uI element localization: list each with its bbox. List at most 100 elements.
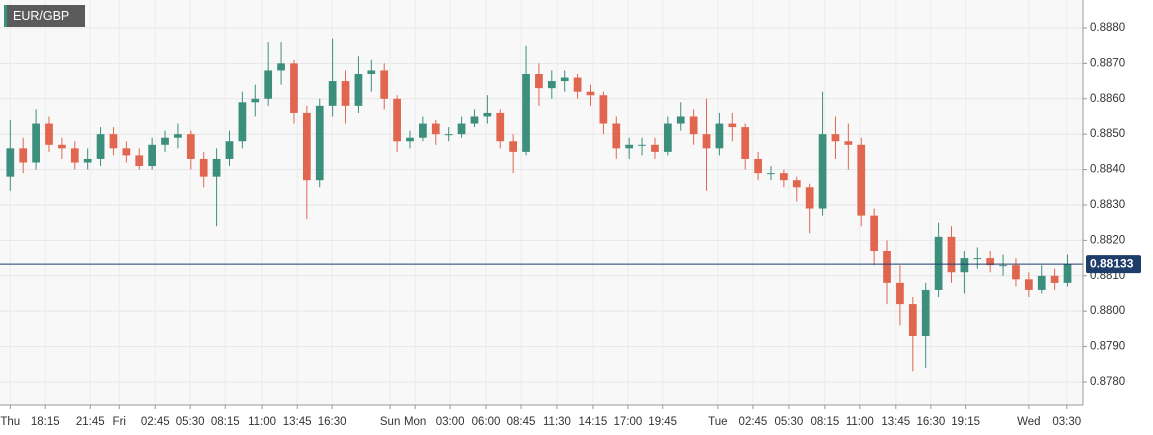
- candle-body: [547, 81, 556, 89]
- candle-body: [986, 258, 995, 266]
- candle-body: [406, 137, 414, 142]
- candle-body: [1012, 265, 1020, 280]
- candle-body: [934, 236, 943, 290]
- x-tick-label: 16:30: [318, 416, 347, 428]
- candle-body: [612, 123, 621, 149]
- x-tick-label: 14:15: [579, 416, 608, 428]
- candle-body: [921, 289, 930, 336]
- candle-body: [883, 251, 891, 283]
- x-tick-label: Thu: [0, 416, 20, 428]
- candle-body: [483, 112, 492, 117]
- candle-body: [522, 73, 530, 152]
- x-tick-label: 16:30: [916, 416, 945, 428]
- candle-body: [509, 141, 518, 152]
- candle-body: [341, 81, 350, 106]
- x-tick-label: 08:45: [507, 416, 536, 428]
- candle-body: [1063, 264, 1072, 283]
- candle-body: [186, 134, 195, 159]
- x-tick-label: 11:00: [248, 416, 276, 428]
- candle-body: [277, 63, 285, 71]
- candle-body: [999, 265, 1007, 267]
- x-tick-label: 11:30: [543, 416, 571, 428]
- candle-body: [161, 137, 169, 145]
- candle-body: [264, 70, 273, 99]
- candle-body: [702, 134, 711, 149]
- y-tick-label: 0.8870: [1090, 57, 1125, 69]
- symbol-marker: [4, 5, 7, 27]
- candle-body: [805, 187, 814, 209]
- x-tick-label: 18:15: [31, 416, 60, 428]
- candle-body: [973, 258, 982, 260]
- candle-body: [844, 141, 853, 145]
- candle-body: [122, 148, 131, 156]
- y-tick-label: 0.8820: [1090, 234, 1125, 246]
- candle-body: [444, 134, 453, 136]
- candle-body: [960, 258, 969, 273]
- x-tick-label: 03:00: [436, 416, 465, 428]
- x-tick-label: 02:45: [739, 416, 768, 428]
- plot-area: [0, 0, 1083, 405]
- candle-body: [947, 236, 956, 273]
- x-tick-label: 02:45: [141, 416, 170, 428]
- candle-body: [315, 105, 324, 181]
- candle-body: [212, 158, 221, 177]
- candle-body: [831, 134, 840, 142]
- y-tick-label: 0.8790: [1090, 341, 1125, 353]
- candle-body: [380, 70, 389, 99]
- x-tick-label: 17:00: [613, 416, 642, 428]
- candle-body: [70, 148, 79, 163]
- last-price-box: [1086, 255, 1141, 274]
- x-tick-label: 03:30: [1052, 416, 1081, 428]
- x-tick-label: Tue: [708, 416, 727, 428]
- y-tick-label: 0.8860: [1090, 93, 1125, 105]
- x-tick-label: Sun: [380, 416, 400, 428]
- candle-body: [96, 134, 105, 159]
- x-tick-label: 11:00: [846, 416, 874, 428]
- candle-body: [290, 63, 298, 113]
- candle-body: [6, 148, 15, 177]
- x-tick-label: 08:15: [211, 416, 240, 428]
- x-tick-label: Mon: [404, 416, 426, 428]
- candle-body: [870, 215, 879, 252]
- candle-body: [780, 173, 788, 181]
- candle-body: [896, 282, 904, 305]
- candle-body: [586, 91, 595, 96]
- candle-body: [689, 116, 698, 135]
- candle-body: [625, 144, 634, 149]
- candle-body: [354, 73, 363, 106]
- x-tick-label: 19:15: [951, 416, 980, 428]
- candle-body: [908, 304, 917, 336]
- x-tick-label: 19:45: [648, 416, 677, 428]
- candle-body: [174, 134, 182, 138]
- candle-body: [238, 102, 247, 142]
- x-tick-label: 05:30: [176, 416, 205, 428]
- candle-body: [45, 123, 53, 145]
- candle-body: [715, 123, 724, 149]
- candle-body: [367, 70, 376, 74]
- candle-body: [148, 144, 157, 167]
- y-tick-label: 0.8850: [1090, 128, 1125, 140]
- x-tick-label: 06:00: [472, 416, 501, 428]
- candle-body: [302, 112, 311, 181]
- candle-body: [431, 123, 440, 135]
- candle-body: [573, 77, 582, 92]
- candle-body: [19, 148, 28, 163]
- candle-body: [109, 134, 118, 149]
- candle-body: [419, 123, 427, 138]
- symbol-box: [4, 5, 85, 27]
- last-price-label: 0.88133: [1090, 256, 1134, 270]
- candle-body: [225, 141, 234, 159]
- candle-body: [58, 144, 66, 149]
- x-tick-label: 13:45: [881, 416, 910, 428]
- x-tick-label: 08:15: [810, 416, 839, 428]
- axes: 0.87800.87900.88000.88100.88200.88300.88…: [0, 22, 1141, 428]
- candle-body: [457, 123, 466, 135]
- candle-body: [560, 77, 569, 82]
- candles: [0, 38, 1083, 372]
- candle-body: [663, 123, 672, 152]
- candle-body: [767, 173, 775, 175]
- candle-body: [818, 134, 827, 209]
- candle-body: [857, 144, 866, 216]
- candle-body: [741, 127, 750, 159]
